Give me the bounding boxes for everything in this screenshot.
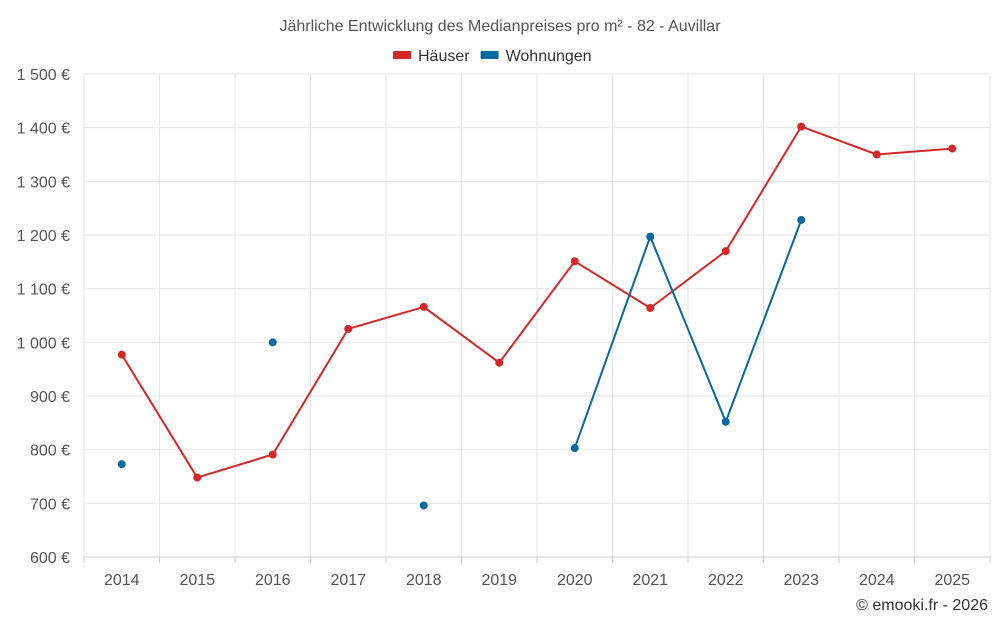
data-point-hauser[interactable] (872, 150, 881, 159)
series-line-wohnungen (573, 219, 803, 449)
chart-title: Jährliche Entwicklung des Medianpreises … (279, 18, 721, 35)
data-point-hauser[interactable] (797, 122, 806, 131)
x-tick-label: 2015 (179, 572, 215, 589)
x-tick-label: 2016 (255, 572, 291, 589)
y-tick-label: 600 € (30, 550, 70, 567)
legend-label: Häuser (418, 48, 470, 65)
y-tick-label: 1 200 € (17, 228, 70, 245)
x-tick-label: 2023 (783, 572, 819, 589)
data-point-hauser[interactable] (419, 302, 428, 311)
x-tick-label: 2014 (104, 572, 140, 589)
series-group (117, 122, 957, 510)
data-point-hauser[interactable] (948, 144, 957, 153)
legend-swatch (480, 51, 499, 59)
y-tick-label: 1 500 € (17, 67, 70, 84)
x-tick-label: 2018 (406, 572, 442, 589)
data-point-hauser[interactable] (570, 257, 579, 266)
legend-label: Wohnungen (506, 48, 592, 65)
y-tick-label: 1 300 € (17, 174, 70, 191)
data-point-wohnungen[interactable] (570, 444, 579, 453)
data-point-hauser[interactable] (495, 358, 504, 367)
legend-item-wohnungen[interactable]: Wohnungen (480, 48, 592, 65)
data-point-hauser[interactable] (193, 473, 202, 482)
grid (83, 73, 991, 563)
x-tick-label: 2017 (330, 572, 366, 589)
data-point-hauser[interactable] (344, 324, 353, 333)
y-tick-label: 800 € (30, 443, 70, 460)
series-hauser (117, 122, 957, 482)
y-tick-label: 700 € (30, 496, 70, 513)
data-point-wohnungen[interactable] (117, 460, 126, 469)
series-wohnungen (117, 215, 806, 510)
x-tick-label: 2019 (481, 572, 517, 589)
data-point-wohnungen[interactable] (419, 501, 428, 510)
data-point-wohnungen[interactable] (646, 232, 655, 241)
y-tick-label: 1 400 € (17, 121, 70, 138)
y-axis: 600 € 700 € 800 € 900 € 1 000 € 1 100 € 1 200 … (17, 67, 70, 567)
data-point-wohnungen[interactable] (721, 417, 730, 426)
credit-text: © emooki.fr - 2026 (856, 597, 988, 614)
legend-item-hauser[interactable]: Häuser (393, 48, 470, 65)
data-point-hauser[interactable] (721, 247, 730, 256)
data-point-wohnungen[interactable] (268, 338, 277, 347)
series-line-hauser (120, 125, 953, 479)
data-point-hauser[interactable] (117, 350, 126, 359)
x-axis: 2014 2015 2016 2017 2018 2019 2020 2021 2022 2023… (104, 572, 970, 589)
x-tick-label: 2020 (557, 572, 593, 589)
data-point-wohnungen[interactable] (797, 215, 806, 224)
x-tick-label: 2024 (859, 572, 895, 589)
y-tick-label: 900 € (30, 389, 70, 406)
x-tick-label: 2021 (632, 572, 668, 589)
x-tick-label: 2022 (708, 572, 744, 589)
y-tick-label: 1 100 € (17, 282, 70, 299)
legend-swatch (393, 51, 411, 59)
legend: Häuser Wohnungen (393, 48, 592, 65)
data-point-hauser[interactable] (646, 303, 655, 312)
data-point-hauser[interactable] (268, 450, 277, 459)
y-tick-label: 1 000 € (17, 335, 70, 352)
x-tick-label: 2025 (934, 572, 970, 589)
